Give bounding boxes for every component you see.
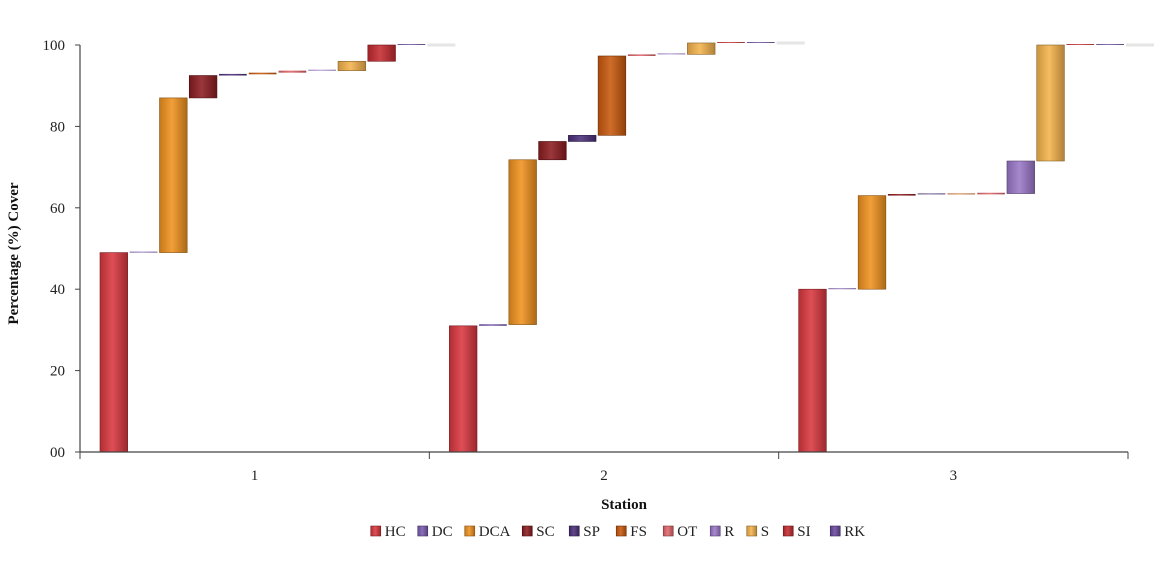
legend-item-si: SI	[782, 524, 811, 540]
bar-station-1-r	[308, 69, 336, 71]
legend-item-sc: SC	[521, 524, 555, 540]
bar-station-2-r	[657, 53, 686, 55]
y-tick-label: 80	[50, 119, 65, 135]
bar-station-2-dca	[508, 159, 537, 325]
y-axis-title: Percentage (%) Cover	[6, 182, 22, 324]
legend-swatch-dc	[417, 525, 429, 537]
bar-station-3-sp	[917, 193, 946, 195]
y-tick-label: 100	[43, 38, 66, 54]
legend-swatch-dca	[464, 525, 476, 537]
x-tick-label: 3	[950, 468, 958, 484]
legend-label-ot: OT	[677, 524, 697, 540]
y-tick-label: 00	[50, 445, 65, 461]
y-tick-label: 20	[50, 364, 65, 380]
bar-station-2-hc	[449, 325, 478, 453]
legend-swatch-si	[782, 525, 794, 537]
legend-swatch-hc	[370, 525, 382, 537]
labels-layer: 00 20 40 60 80 100 1 2 3 Station Percentage (%) Co…	[6, 38, 957, 513]
legend-swatch-fs	[615, 525, 627, 537]
bar-station-3-sc	[887, 193, 916, 196]
legend-item-hc: HC	[370, 524, 406, 540]
bar-station-2-sp	[568, 135, 597, 142]
y-tick-label: 40	[50, 282, 65, 298]
bar-station-2-fs	[597, 55, 627, 136]
bar-station-3-s	[1036, 44, 1065, 162]
legend-label-sc: SC	[536, 524, 554, 540]
bar-station-3-rk	[1096, 44, 1124, 45]
legend-swatch-s	[746, 525, 758, 537]
bar-station-2-ot	[627, 54, 656, 56]
bars-layer	[99, 41, 1154, 453]
legend-item-fs: FS	[615, 524, 647, 540]
legend-swatch-rk	[829, 525, 841, 537]
bar-station-3-ot	[977, 192, 1005, 195]
legend-label-dc: DC	[432, 524, 453, 540]
bar-station-1-dca	[159, 97, 188, 253]
legend-item-rk: RK	[829, 524, 865, 540]
bar-station-1-sp	[219, 73, 247, 76]
legend-item-s: S	[746, 524, 769, 540]
legend-item-dca: DCA	[464, 524, 511, 540]
legend-item-dc: DC	[417, 524, 453, 540]
legend-item-sp: SP	[568, 524, 600, 540]
x-tick-label: 1	[251, 468, 259, 484]
bar-station-2-si	[717, 42, 745, 43]
x-axis-title: Station	[601, 497, 648, 513]
bar-station-3-dc	[828, 288, 857, 290]
y-tick-label: 60	[50, 201, 65, 217]
legend-label-s: S	[761, 524, 769, 540]
bar-station-2-dc	[479, 324, 507, 326]
bar-station-1-rk	[397, 44, 426, 45]
legend-item-r: R	[709, 524, 734, 540]
bar-station-1-dc	[129, 251, 158, 253]
bar-station-1-s	[337, 60, 367, 71]
legend-swatch-r	[709, 525, 721, 537]
legend-label-r: R	[724, 524, 734, 540]
axes-layer	[75, 44, 1129, 459]
legend-swatch-sp	[568, 525, 580, 537]
legend-label-si: SI	[797, 524, 810, 540]
bar-station-3-hc	[798, 288, 827, 453]
bar-station-1-ot	[278, 70, 307, 73]
bar-station-3-dca	[857, 195, 887, 290]
legend-label-hc: HC	[385, 524, 406, 540]
legend-item-ot: OT	[662, 524, 697, 540]
x-tick-label: 2	[600, 468, 608, 484]
bar-station-2-s	[687, 42, 716, 55]
bar-station-1-si	[367, 44, 396, 62]
bar-station-1-fs	[248, 72, 277, 75]
legend-swatch-ot	[662, 525, 674, 537]
legend: HC DC DCA SC SP FS OT R S SI RK	[370, 524, 865, 540]
legend-swatch-sc	[521, 525, 533, 537]
bar-station-3-si	[1066, 44, 1095, 45]
bar-station-3-fs	[947, 193, 976, 195]
bar-station-1-hc	[99, 252, 128, 453]
bar-station-1-sc	[188, 75, 218, 99]
bar-station-2-sc	[538, 141, 567, 161]
legend-label-rk: RK	[844, 524, 865, 540]
legend-label-sp: SP	[583, 524, 600, 540]
bar-station-3-r	[1006, 160, 1035, 194]
bar-station-2-rk	[746, 42, 775, 43]
legend-label-fs: FS	[630, 524, 647, 540]
legend-label-dca: DCA	[479, 524, 511, 540]
